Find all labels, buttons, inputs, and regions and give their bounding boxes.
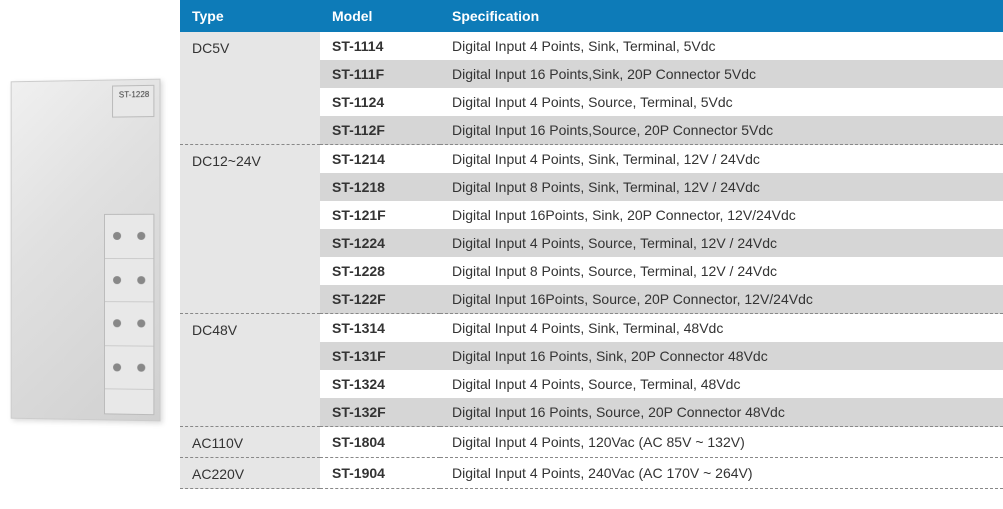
model-cell: ST-1114 xyxy=(320,32,440,60)
spec-cell: Digital Input 4 Points, Sink, Terminal, … xyxy=(440,145,1003,174)
model-cell: ST-132F xyxy=(320,398,440,427)
header-spec: Specification xyxy=(440,0,1003,32)
product-image-column xyxy=(0,0,180,489)
table-row: DC12~24VST-1214Digital Input 4 Points, S… xyxy=(180,145,1003,174)
model-cell: ST-1904 xyxy=(320,458,440,489)
model-cell: ST-1214 xyxy=(320,145,440,174)
model-cell: ST-1218 xyxy=(320,173,440,201)
spec-cell: Digital Input 16 Points,Source, 20P Conn… xyxy=(440,116,1003,145)
spec-cell: Digital Input 4 Points, Source, Terminal… xyxy=(440,88,1003,116)
model-cell: ST-112F xyxy=(320,116,440,145)
header-type: Type xyxy=(180,0,320,32)
table-row: AC220VST-1904Digital Input 4 Points, 240… xyxy=(180,458,1003,489)
type-cell: AC220V xyxy=(180,458,320,489)
spec-cell: Digital Input 4 Points, Sink, Terminal, … xyxy=(440,32,1003,60)
spec-cell: Digital Input 4 Points, 120Vac (AC 85V ~… xyxy=(440,427,1003,458)
table-row: DC48VST-1314Digital Input 4 Points, Sink… xyxy=(180,314,1003,343)
model-cell: ST-131F xyxy=(320,342,440,370)
type-cell: AC110V xyxy=(180,427,320,458)
type-cell: DC5V xyxy=(180,32,320,145)
spec-cell: Digital Input 16Points, Sink, 20P Connec… xyxy=(440,201,1003,229)
page-container: Type Model Specification DC5VST-1114Digi… xyxy=(0,0,1003,489)
spec-cell: Digital Input 4 Points, Sink, Terminal, … xyxy=(440,314,1003,343)
spec-cell: Digital Input 8 Points, Source, Terminal… xyxy=(440,257,1003,285)
spec-cell: Digital Input 16 Points, Sink, 20P Conne… xyxy=(440,342,1003,370)
spec-table: Type Model Specification DC5VST-1114Digi… xyxy=(180,0,1003,489)
spec-cell: Digital Input 16Points, Source, 20P Conn… xyxy=(440,285,1003,314)
model-cell: ST-111F xyxy=(320,60,440,88)
spec-cell: Digital Input 4 Points, Source, Terminal… xyxy=(440,229,1003,257)
model-cell: ST-1228 xyxy=(320,257,440,285)
model-cell: ST-122F xyxy=(320,285,440,314)
model-cell: ST-1224 xyxy=(320,229,440,257)
spec-cell: Digital Input 16 Points, Source, 20P Con… xyxy=(440,398,1003,427)
model-cell: ST-1314 xyxy=(320,314,440,343)
model-cell: ST-121F xyxy=(320,201,440,229)
product-image xyxy=(11,79,161,422)
type-cell: DC48V xyxy=(180,314,320,427)
spec-cell: Digital Input 4 Points, 240Vac (AC 170V … xyxy=(440,458,1003,489)
spec-table-body: DC5VST-1114Digital Input 4 Points, Sink,… xyxy=(180,32,1003,489)
spec-cell: Digital Input 4 Points, Source, Terminal… xyxy=(440,370,1003,398)
type-cell: DC12~24V xyxy=(180,145,320,314)
spec-cell: Digital Input 16 Points,Sink, 20P Connec… xyxy=(440,60,1003,88)
model-cell: ST-1804 xyxy=(320,427,440,458)
table-row: DC5VST-1114Digital Input 4 Points, Sink,… xyxy=(180,32,1003,60)
product-image-body xyxy=(104,214,154,415)
table-row: AC110VST-1804Digital Input 4 Points, 120… xyxy=(180,427,1003,458)
header-model: Model xyxy=(320,0,440,32)
spec-table-column: Type Model Specification DC5VST-1114Digi… xyxy=(180,0,1003,489)
model-cell: ST-1124 xyxy=(320,88,440,116)
spec-table-header: Type Model Specification xyxy=(180,0,1003,32)
spec-cell: Digital Input 8 Points, Sink, Terminal, … xyxy=(440,173,1003,201)
model-cell: ST-1324 xyxy=(320,370,440,398)
